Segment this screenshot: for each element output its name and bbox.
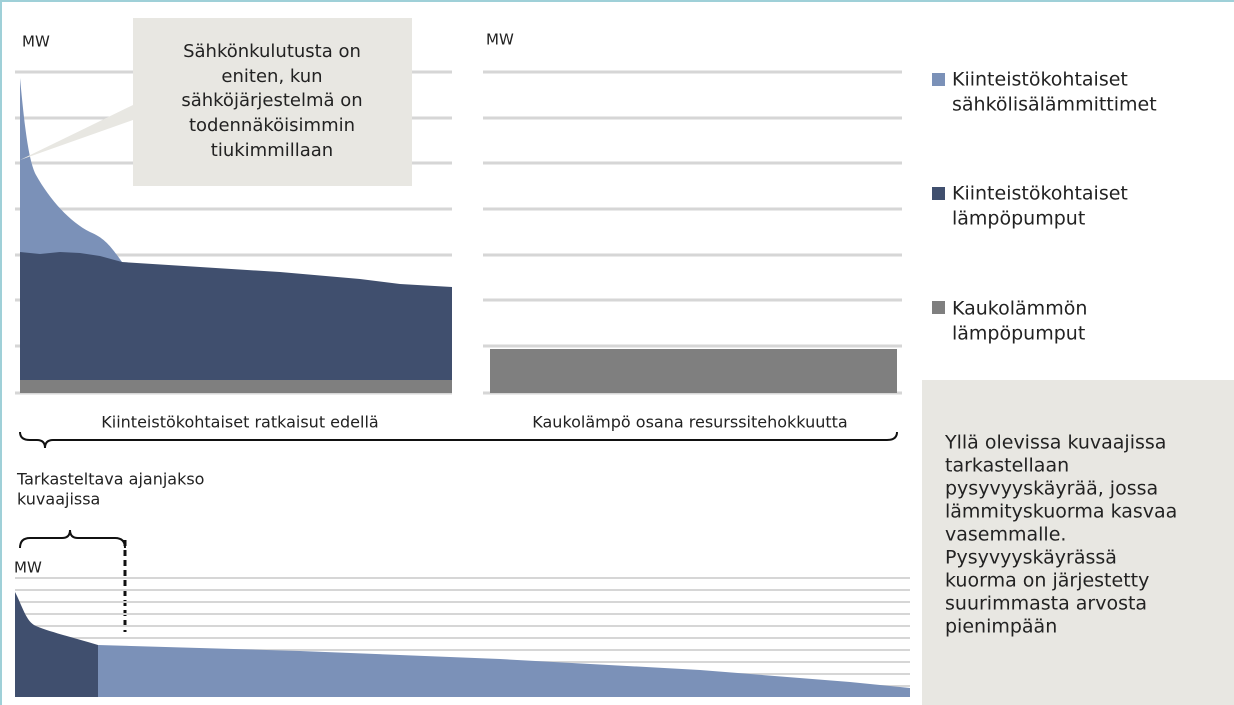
district-pump-area [20,380,452,393]
legend-swatch [932,301,945,314]
legend-swatch [932,73,945,86]
brace [19,431,898,449]
callout-box [133,18,412,186]
extra-heater-area [20,78,122,262]
note-text: suurimmasta arvosta [945,593,1147,615]
district-pump-area [490,349,897,393]
legend-text: lämpöpumput [952,323,1085,345]
annual-curve-period [15,592,98,697]
period-label: Tarkasteltava ajanjakso [16,470,204,489]
legend-text: lämpöpumput [952,208,1085,230]
callout-text: todennäköisimmin [189,115,355,136]
callout-text: eniten, kun [221,66,322,87]
note-text: vasemmalle. [945,524,1066,546]
period-label: kuvaajissa [17,490,100,509]
note-text: Pysyvyyskäyrässä [945,547,1117,569]
note-text: pysyvyyskäyrää, jossa [945,478,1158,500]
right-grid [483,70,902,395]
legend-swatch [932,187,945,200]
annual-curve-rest [98,645,910,697]
period-brace [19,529,126,549]
legend-text: sähkölisälämmittimet [952,94,1157,116]
heat-pump-area [20,252,452,380]
callout-text: Sähkönkulutusta on [183,41,361,62]
unit-label: MW [22,33,50,51]
caption: Kiinteistökohtaiset ratkaisut edellä [101,413,378,432]
note-text: pienimpään [945,616,1057,638]
callout-pointer [20,105,133,160]
legend-text: Kiinteistökohtaiset [952,183,1128,205]
unit-label: MW [14,559,42,577]
note-text: kuorma on järjestetty [945,570,1149,592]
note-text: tarkastellaan [945,455,1069,477]
note-box [922,380,1234,705]
note-text: Yllä olevissa kuvaajissa [944,432,1166,454]
legend-text: Kaukolämmön [952,298,1087,320]
unit-label: MW [486,31,514,49]
caption: Kaukolämpö osana resurssitehokkuutta [532,413,847,432]
callout-text: sähköjärjestelmä on [181,90,362,111]
legend-text: Kiinteistökohtaiset [952,69,1128,91]
note-text: lämmityskuorma kasvaa [945,501,1177,523]
callout-text: tiukimmillaan [211,140,333,161]
